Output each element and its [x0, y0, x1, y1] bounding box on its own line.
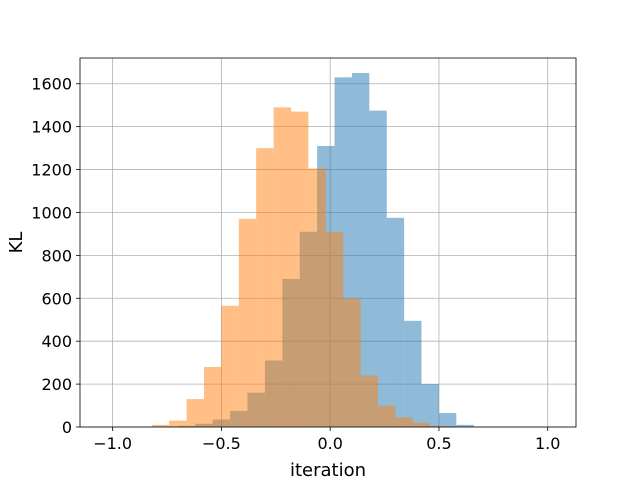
y-tick-label: 600	[41, 289, 72, 308]
x-tick-label: −1.0	[93, 434, 132, 453]
histogram-bars	[151, 73, 474, 428]
histogram-bar	[421, 384, 439, 427]
x-tick-label: 0.5	[426, 434, 451, 453]
y-tick-label: 400	[41, 332, 72, 351]
histogram-bar	[291, 111, 309, 427]
x-tick-label: 1.0	[535, 434, 560, 453]
x-tick-label: −0.5	[202, 434, 241, 453]
y-tick-label: 1000	[31, 203, 72, 222]
histogram-bar	[325, 231, 344, 427]
histogram-bar	[204, 366, 222, 427]
histogram-bar	[151, 424, 170, 427]
histogram-bar	[360, 375, 379, 427]
histogram-bar	[169, 420, 187, 427]
histogram-bar	[412, 422, 431, 427]
histogram-bar	[369, 110, 387, 428]
x-axis-label: iteration	[290, 460, 366, 480]
histogram-bar	[395, 417, 413, 427]
y-axis-label: KL	[6, 232, 27, 254]
histogram-bar	[456, 424, 474, 427]
histogram-bar	[273, 107, 292, 428]
histogram-bar	[238, 218, 257, 427]
y-tick-label: 1400	[31, 118, 72, 137]
histogram-bar	[386, 217, 405, 427]
histogram-bar	[308, 168, 326, 427]
y-tick-label: 1200	[31, 161, 72, 180]
histogram-bar	[186, 399, 204, 427]
y-tick-label: 1600	[31, 75, 72, 94]
histogram-bar	[221, 305, 239, 427]
x-tick-label: 0.0	[317, 434, 342, 453]
y-tick-label: 800	[41, 246, 72, 265]
histogram-bar	[404, 320, 422, 427]
plot-frame	[79, 57, 577, 428]
ticks: −1.0 −0.5 0.0 0.5 1.0 0 200 400 600 800 1000 1200 14…	[31, 75, 560, 453]
y-tick-label: 0	[62, 418, 72, 437]
histogram-bar	[438, 413, 457, 427]
histogram-bar	[430, 425, 448, 427]
histogram-bar	[378, 405, 396, 427]
y-tick-label: 200	[41, 375, 72, 394]
histogram-bar	[343, 298, 361, 427]
histogram-bar	[256, 148, 274, 427]
